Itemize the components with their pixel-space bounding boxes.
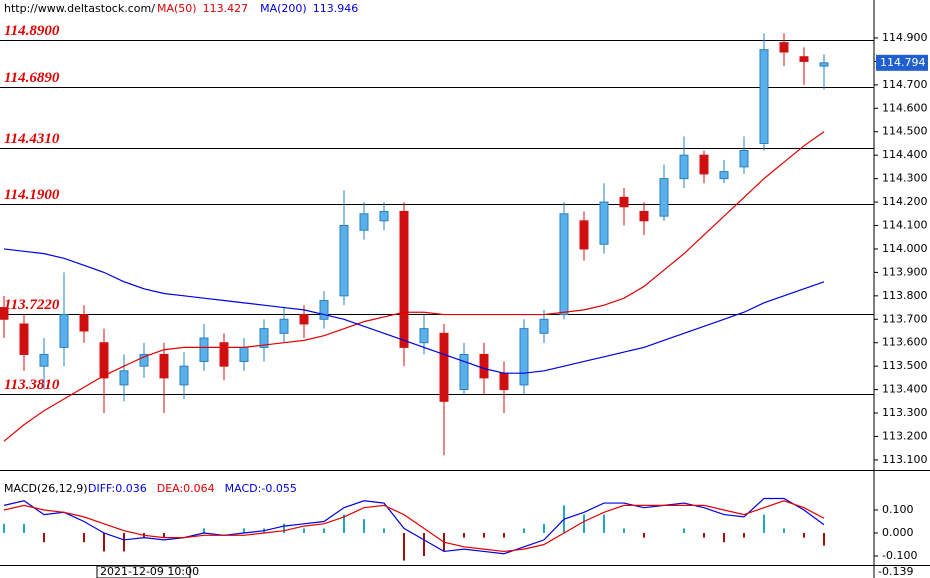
candle-body xyxy=(479,353,489,379)
y-tick-label: 113.200 xyxy=(882,429,928,442)
candle-body xyxy=(159,353,169,379)
candle-body xyxy=(219,342,229,367)
candle-body xyxy=(399,210,409,348)
candle-body xyxy=(99,342,109,379)
level-label: 114.8900 xyxy=(4,23,60,39)
candle-body xyxy=(179,365,189,386)
macd-line xyxy=(3,500,825,553)
bottom-label: -0.139 xyxy=(878,565,913,578)
candle-body xyxy=(79,314,89,332)
y-tick-label: 113.400 xyxy=(882,383,928,396)
candle-body xyxy=(499,372,509,391)
candle-body xyxy=(319,300,329,320)
candle-body xyxy=(539,318,549,334)
y-tick-label: 114.500 xyxy=(882,125,928,138)
candle-body xyxy=(359,213,369,231)
macd-name: MACD(26,12,9) xyxy=(4,482,88,495)
candle-body xyxy=(279,318,289,334)
candle-body xyxy=(419,328,429,344)
candle-body xyxy=(259,328,269,348)
legend-name: MA(200) xyxy=(260,2,307,15)
candle-body xyxy=(0,307,9,320)
macd-line xyxy=(3,497,825,555)
level-label: 114.6890 xyxy=(4,70,60,86)
candle-body xyxy=(819,62,829,67)
y-tick-label: 113.500 xyxy=(882,359,928,372)
legend-value: 113.427 xyxy=(203,2,249,15)
ma-line xyxy=(3,248,825,374)
y-tick-label: 114.200 xyxy=(882,195,928,208)
candle-body xyxy=(799,56,809,62)
candle-body xyxy=(739,149,749,168)
last-price-box xyxy=(876,54,928,71)
candle-body xyxy=(679,154,689,180)
candle-body xyxy=(299,314,309,325)
y-tick-label: 113.300 xyxy=(882,406,928,419)
candle-body xyxy=(239,346,249,362)
legend-entry: DEA:0.064 xyxy=(157,482,215,495)
y-tick-label: 114.400 xyxy=(882,148,928,161)
y-tick-label: 114.900 xyxy=(882,31,928,44)
candle-body xyxy=(599,201,609,245)
x-label-box xyxy=(96,565,191,578)
last-price-label: 114.794 xyxy=(880,56,926,69)
y-tick-label: -0.100 xyxy=(882,549,917,562)
y-tick-label: 114.000 xyxy=(882,242,928,255)
y-tick-label: 0.100 xyxy=(882,503,914,516)
candle-body xyxy=(659,178,669,217)
y-tick-label: 113.900 xyxy=(882,265,928,278)
level-label: 113.3810 xyxy=(4,377,60,393)
bottom-label-box xyxy=(875,566,930,578)
level-label: 113.7220 xyxy=(4,297,60,313)
candle-body xyxy=(639,210,649,222)
y-tick-label: 114.100 xyxy=(882,219,928,232)
y-tick-label: 113.800 xyxy=(882,289,928,302)
candle-body xyxy=(19,323,29,355)
source-url: http://www.deltastock.com/ xyxy=(4,2,155,15)
x-label: 2021-12-09 10:00 xyxy=(100,565,199,578)
y-tick-label: 114.300 xyxy=(882,172,928,185)
candle-body xyxy=(119,370,129,386)
candle-body xyxy=(199,337,209,362)
legend-entry: MACD:-0.055 xyxy=(225,482,297,495)
level-label: 114.4310 xyxy=(4,131,60,147)
legend-entry: DIFF:0.036 xyxy=(88,482,147,495)
ma-line xyxy=(3,131,825,442)
y-tick-label: 114.600 xyxy=(882,101,928,114)
y-tick-label: 114.700 xyxy=(882,78,928,91)
legend-name: MA(50) xyxy=(157,2,197,15)
candle-body xyxy=(339,225,349,297)
candle-body xyxy=(139,353,149,367)
candle-body xyxy=(719,171,729,180)
candle-body xyxy=(619,196,629,208)
candle-body xyxy=(559,213,569,316)
y-tick-label: 113.100 xyxy=(882,453,928,466)
candle-body xyxy=(39,353,49,367)
candle-body xyxy=(439,332,449,402)
y-tick-label: 0.000 xyxy=(882,526,914,539)
legend-value: 113.946 xyxy=(313,2,359,15)
candle-body xyxy=(379,210,389,222)
candle-body xyxy=(579,220,589,250)
candle-body xyxy=(459,353,469,391)
candle-body xyxy=(759,49,769,144)
y-tick-label: 113.700 xyxy=(882,312,928,325)
level-label: 114.1900 xyxy=(4,187,60,203)
y-tick-label: 113.600 xyxy=(882,336,928,349)
candle-body xyxy=(59,314,69,348)
candle-body xyxy=(699,154,709,175)
candle-body xyxy=(519,328,529,386)
candle-body xyxy=(779,42,789,53)
